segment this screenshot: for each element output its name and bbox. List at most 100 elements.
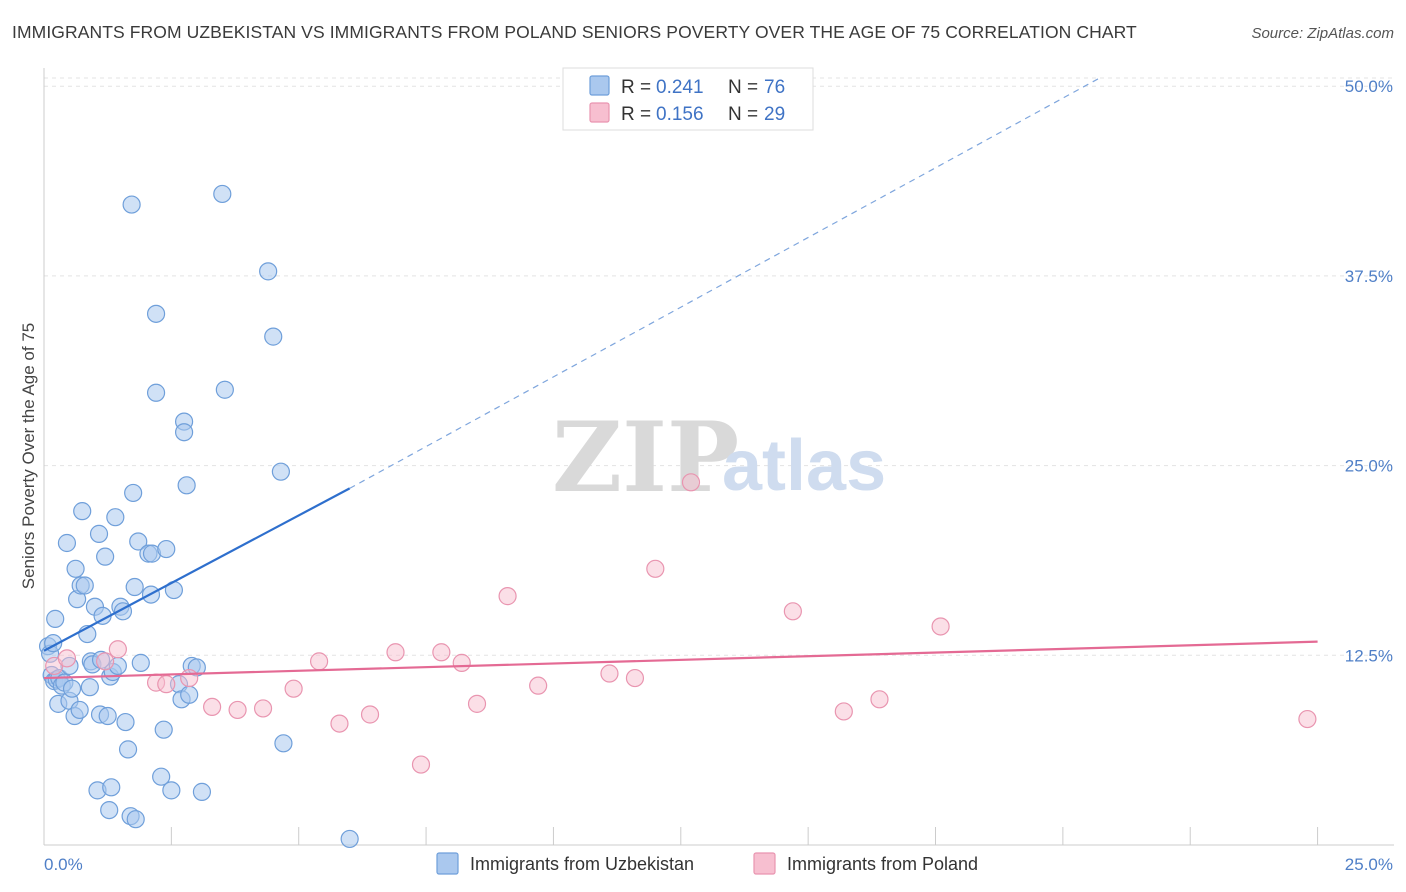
point-poland-24: [681, 473, 701, 492]
tick-labels: 12.5% 25.0% 37.5% 50.0% 0.0% 25.0%: [44, 77, 1393, 874]
watermark-zip: ZIP: [552, 401, 739, 514]
point-poland-25: [783, 602, 802, 621]
series-legend: Immigrants from Uzbekistan Immigrants fr…: [436, 852, 978, 875]
legend-swatch-poland: [589, 102, 610, 123]
y-tick-label-1: 25.0%: [1345, 457, 1393, 476]
y-tick-label-2: 37.5%: [1345, 267, 1393, 286]
x-tick-label-1: 25.0%: [1345, 855, 1393, 874]
chart-title: IMMIGRANTS FROM UZBEKISTAN VS IMMIGRANTS…: [12, 22, 1137, 42]
point-poland-28: [931, 617, 950, 636]
y-tick-label-0: 12.5%: [1345, 646, 1393, 665]
point-poland-5: [157, 675, 176, 694]
point-uzbekistan-34: [100, 800, 119, 820]
trendlines: [43, 78, 1318, 680]
point-uzbekistan-36: [102, 778, 121, 797]
point-uzbekistan-56: [152, 767, 171, 786]
point-poland-9: [253, 699, 273, 718]
watermark-atlas: atlas: [722, 426, 886, 506]
legend-swatch-uzbekistan: [589, 75, 610, 96]
point-uzbekistan-74: [271, 462, 290, 481]
y-axis-label: Seniors Poverty Over the Age of 75: [19, 323, 38, 589]
point-uzbekistan-14: [62, 679, 82, 698]
point-uzbekistan-75: [274, 734, 293, 753]
point-poland-21: [600, 664, 619, 683]
point-uzbekistan-21: [75, 576, 94, 595]
source-label: Source: ZipAtlas.com: [1251, 25, 1394, 42]
point-uzbekistan-38: [106, 508, 125, 527]
x-tick-label-0: 0.0%: [44, 855, 83, 874]
point-uzbekistan-28: [89, 524, 109, 543]
point-poland-11: [309, 652, 329, 671]
point-poland-2: [96, 652, 115, 671]
point-poland-27: [870, 690, 889, 709]
legend-r-label-1: R =: [621, 77, 651, 98]
legend-r-value-2: 0.156: [656, 104, 704, 125]
point-poland-23: [646, 559, 665, 578]
point-uzbekistan-45: [122, 195, 141, 214]
point-poland-8: [228, 700, 247, 720]
stats-legend: R = 0.241 N = 76 R = 0.156 N = 29: [562, 67, 814, 131]
point-uzbekistan-69: [192, 782, 212, 801]
point-uzbekistan-46: [124, 483, 143, 503]
point-uzbekistan-23: [80, 678, 99, 697]
point-poland-17: [452, 653, 471, 672]
point-uzbekistan-57: [154, 720, 173, 739]
point-poland-26: [834, 702, 853, 721]
point-uzbekistan-73: [264, 327, 283, 346]
point-uzbekistan-55: [146, 383, 166, 402]
legend-r-label-2: R =: [621, 104, 651, 125]
point-uzbekistan-50: [131, 653, 150, 672]
trendline-poland: [43, 640, 1318, 680]
point-poland-13: [360, 705, 380, 724]
point-uzbekistan-33: [98, 706, 117, 726]
point-uzbekistan-76: [340, 829, 359, 849]
point-poland-29: [1298, 709, 1317, 729]
point-uzbekistan-43: [118, 740, 138, 759]
legend-n-value-2: 29: [764, 104, 785, 125]
point-uzbekistan-32: [96, 547, 115, 566]
point-uzbekistan-66: [180, 685, 199, 704]
point-uzbekistan-42: [116, 712, 135, 732]
point-uzbekistan-49: [129, 532, 148, 551]
point-uzbekistan-71: [215, 380, 234, 399]
point-uzbekistan-5: [46, 609, 65, 628]
series-poland-points: [45, 473, 1317, 774]
legend-r-value-1: 0.241: [656, 77, 704, 98]
point-poland-10: [284, 679, 303, 698]
point-poland-15: [411, 755, 431, 774]
point-poland-19: [498, 587, 517, 606]
point-uzbekistan-18: [70, 700, 89, 720]
grid: [44, 77, 1394, 656]
point-uzbekistan-54: [146, 304, 166, 323]
bottom-legend-swatch-uzbekistan: [436, 852, 459, 875]
point-poland-3: [108, 640, 127, 659]
point-uzbekistan-59: [162, 781, 181, 800]
bottom-legend-label-poland: Immigrants from Poland: [787, 854, 978, 874]
legend-n-label-1: N =: [728, 77, 758, 98]
point-uzbekistan-11: [57, 533, 77, 553]
point-poland-7: [203, 697, 222, 717]
point-poland-20: [529, 676, 548, 695]
legend-n-value-1: 76: [764, 77, 785, 98]
point-uzbekistan-48: [126, 810, 145, 829]
point-poland-12: [330, 714, 349, 733]
bottom-legend-label-uzbekistan: Immigrants from Uzbekistan: [470, 854, 694, 874]
series-uzbekistan-points: [38, 184, 359, 849]
axes: [43, 68, 1394, 846]
trendline-uzbekistan: [43, 487, 351, 652]
point-uzbekistan-16: [66, 559, 85, 578]
point-poland-6: [180, 668, 199, 688]
point-uzbekistan-70: [213, 184, 232, 204]
point-poland-14: [386, 643, 405, 662]
point-poland-16: [432, 643, 451, 662]
point-poland-22: [625, 668, 645, 688]
point-uzbekistan-65: [177, 476, 196, 495]
legend-n-label-2: N =: [728, 104, 758, 125]
y-tick-label-3: 50.0%: [1345, 77, 1393, 96]
point-uzbekistan-20: [73, 502, 92, 521]
point-poland-18: [467, 694, 487, 713]
point-uzbekistan-72: [259, 262, 278, 281]
point-uzbekistan-64: [174, 423, 194, 442]
point-poland-1: [57, 649, 77, 668]
